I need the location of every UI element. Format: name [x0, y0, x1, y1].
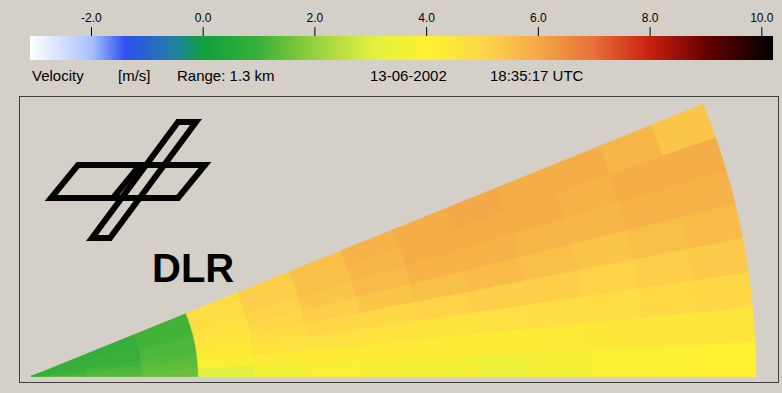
svg-text:18:35:17 UTC: 18:35:17 UTC — [490, 67, 584, 84]
svg-text:2.0: 2.0 — [307, 11, 324, 25]
svg-text:[m/s]: [m/s] — [118, 67, 151, 84]
svg-text:6.0: 6.0 — [530, 11, 547, 25]
svg-text:Velocity: Velocity — [32, 67, 84, 84]
svg-text:0.0: 0.0 — [195, 11, 212, 25]
svg-text:13-06-2002: 13-06-2002 — [370, 67, 447, 84]
svg-text:Range: 1.3 km: Range: 1.3 km — [177, 67, 275, 84]
svg-text:-2.0: -2.0 — [81, 11, 102, 25]
svg-text:8.0: 8.0 — [642, 11, 659, 25]
svg-text:DLR: DLR — [152, 246, 234, 290]
svg-text:10.0: 10.0 — [750, 11, 774, 25]
svg-text:4.0: 4.0 — [418, 11, 435, 25]
